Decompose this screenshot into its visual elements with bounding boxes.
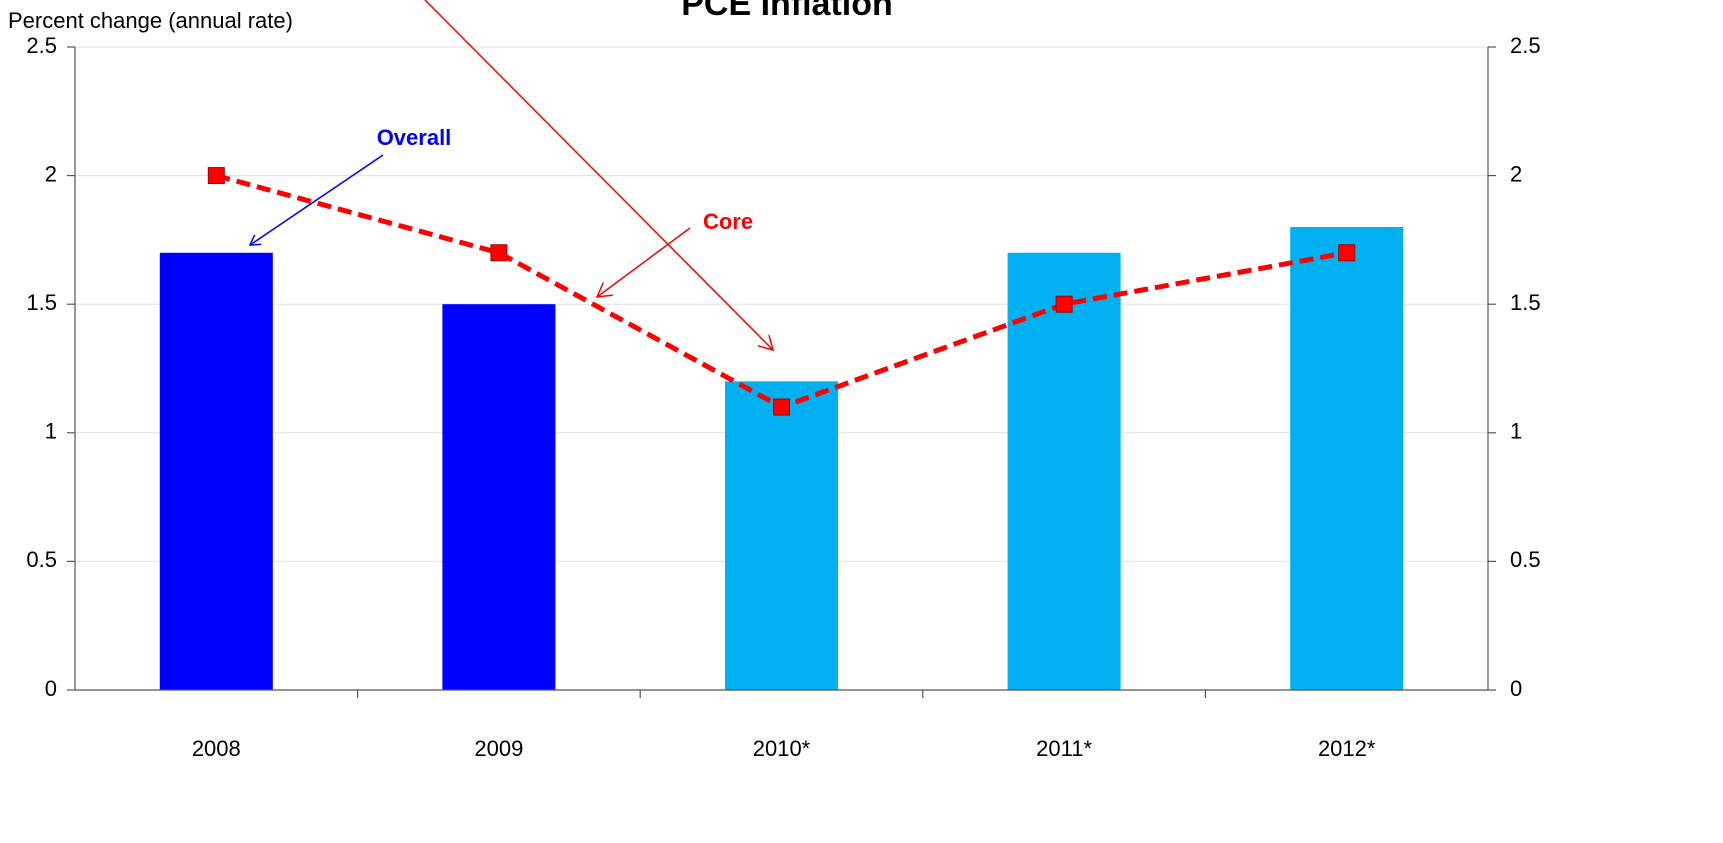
x-tick-label: 2010* — [753, 736, 811, 761]
plot-area: 0 0.5 1 1.5 2 2.5 0 0.5 1 1.5 2 2.5 2008 2009 2010* 201… — [26, 33, 1540, 761]
y-tick-label: 1.5 — [26, 290, 57, 315]
series-label: Core — [703, 209, 753, 234]
annotation-arrow — [597, 227, 691, 297]
chart-title: PCE Inflation — [681, 0, 893, 23]
y2-tick-label: 0.5 — [1510, 547, 1541, 572]
y2-tick-label: 0 — [1510, 676, 1522, 701]
x-tick-label: 2012* — [1318, 736, 1376, 761]
y-tick-label: 2 — [45, 161, 57, 186]
y-tick-label: 1 — [45, 419, 57, 444]
marker — [773, 398, 790, 416]
bar — [442, 304, 556, 690]
marker — [207, 167, 225, 185]
bar — [1007, 252, 1121, 690]
marker — [490, 244, 508, 262]
x-tick-label: 2011* — [1036, 736, 1092, 761]
y-tick-label: 0.5 — [26, 547, 57, 572]
y2-tick-label: 2.5 — [1510, 33, 1541, 58]
y2-tick-label: 1 — [1510, 419, 1522, 444]
y-axis-label: Percent change (annual rate) — [8, 8, 293, 33]
marker — [1338, 244, 1356, 262]
marker — [1055, 295, 1073, 313]
x-tick-label: 2009 — [474, 736, 523, 761]
y-tick-label: 0 — [45, 676, 57, 701]
series-label: Overall — [377, 125, 452, 150]
annotation-arrow — [250, 154, 384, 245]
y-tick-label: 2.5 — [26, 33, 57, 58]
line — [215, 173, 1348, 410]
annotation-arrow — [424, 0, 773, 350]
y2-tick-label: 1.5 — [1510, 290, 1541, 315]
bar — [1290, 227, 1404, 691]
y2-tick-label: 2 — [1510, 161, 1522, 186]
x-tick-label: 2008 — [192, 736, 241, 761]
bar — [159, 252, 273, 690]
bar — [725, 381, 838, 690]
